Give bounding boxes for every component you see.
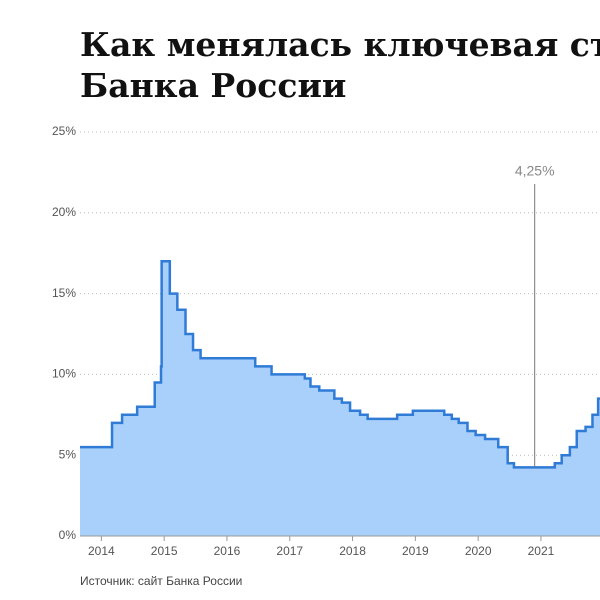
y-tick-label: 15% bbox=[52, 286, 76, 300]
x-tick-label: 2018 bbox=[339, 544, 366, 558]
y-tick-label: 25% bbox=[52, 124, 76, 138]
x-tick-label: 2020 bbox=[465, 544, 492, 558]
x-tick-label: 2016 bbox=[214, 544, 241, 558]
x-tick-label: 2021 bbox=[528, 544, 555, 558]
x-tick-label: 2017 bbox=[276, 544, 303, 558]
y-tick-label: 5% bbox=[59, 447, 77, 461]
x-tick-label: 2019 bbox=[402, 544, 429, 558]
source: Источник: сайт Банка России bbox=[80, 574, 242, 588]
y-tick-label: 0% bbox=[59, 528, 77, 542]
line bbox=[80, 260, 600, 469]
x-tick-label: 2015 bbox=[151, 544, 178, 558]
x-tick-label: 2014 bbox=[88, 544, 115, 558]
chart-title: Банка России bbox=[80, 66, 346, 105]
y-tick-label: 10% bbox=[52, 367, 76, 381]
annotation-label: 4,25% bbox=[515, 163, 555, 179]
y-tick-label: 20% bbox=[52, 205, 76, 219]
chart-title: Как менялась ключевая ст bbox=[80, 25, 600, 64]
